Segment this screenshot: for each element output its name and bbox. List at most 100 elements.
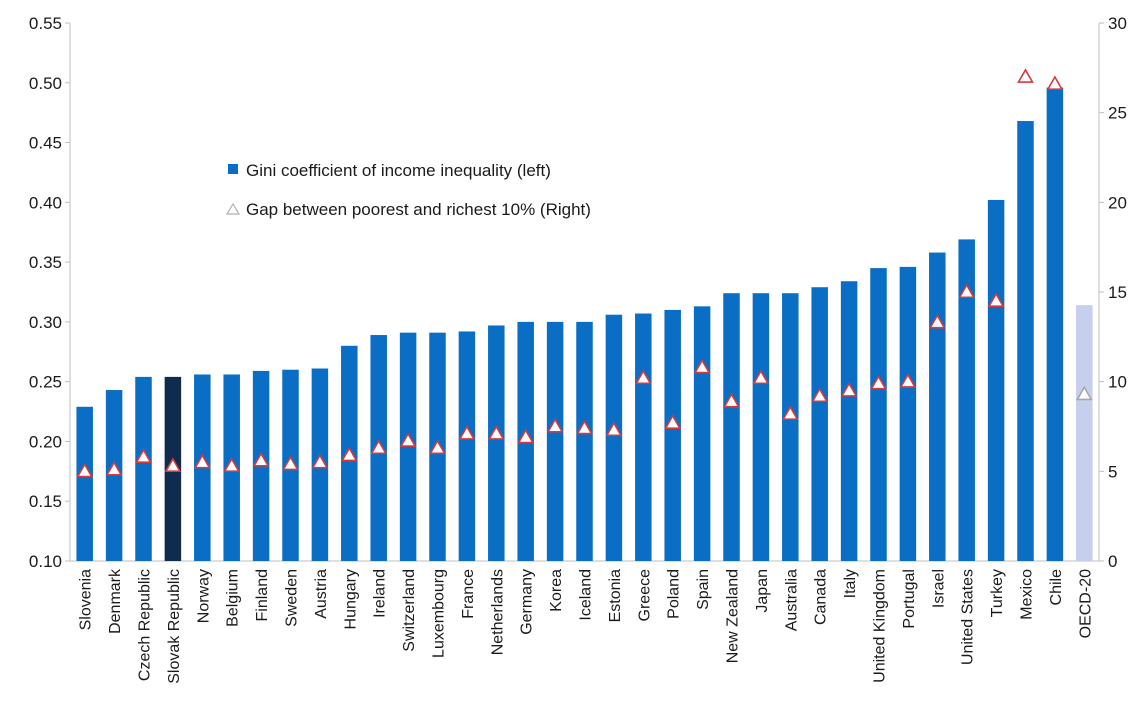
left-tick-label: 0.10 [29,552,62,571]
gini-bar [635,313,652,561]
left-tick-label: 0.45 [29,134,62,153]
category-label: Korea [548,569,565,612]
gap-marker [429,439,446,455]
category-label: Slovak Republic [166,569,183,684]
gap-marker [517,428,535,444]
category-label: Finland [254,569,271,621]
right-tick-label: 10 [1108,373,1127,392]
gap-marker [311,453,329,469]
left-tick-label: 0.55 [29,14,62,33]
gini-bar [135,376,152,561]
category-label: Netherlands [489,569,506,655]
category-label: United Kingdom [872,569,889,683]
gap-marker [164,457,182,473]
gini-bar [546,321,564,561]
gini-bar [1017,121,1034,561]
category-label: New Zealand [725,569,742,663]
category-label: Israel [930,569,947,608]
gini-bar [1076,305,1093,561]
gini-bar [840,281,858,561]
category-label: OECD-20 [1077,569,1094,638]
gap-marker [928,313,946,329]
gap-marker [899,373,917,388]
gap-marker [1046,75,1064,91]
category-label: Hungary [342,569,359,629]
gap-marker [693,358,711,374]
gap-marker [634,369,652,385]
gini-bar [811,287,828,561]
category-label: Portugal [901,569,918,629]
left-tick-label: 0.20 [29,432,62,451]
gap-marker [664,414,682,429]
category-label: Iceland [578,569,595,621]
legend-gap-label: Gap between poorest and richest 10% (Rig… [246,200,591,219]
category-label: Turkey [989,569,1006,617]
gini-bar [693,306,711,561]
category-label: Slovenia [78,569,95,630]
gini-bar [899,266,917,561]
gap-marker [458,425,476,440]
gap-marker [370,439,388,455]
right-tick-label: 0 [1108,552,1117,571]
gap-marker [752,369,770,385]
left-tick-label: 0.40 [29,193,62,212]
gini-bar [987,199,1005,562]
gap-marker [781,405,799,420]
left-tick-label: 0.30 [29,313,62,332]
gini-bar [782,293,799,561]
gini-bar [752,293,770,561]
gap-marker [987,292,1005,308]
category-label: Greece [636,569,653,622]
category-label: Chile [1048,569,1065,606]
right-tick-label: 5 [1108,462,1117,481]
category-label: Mexico [1019,569,1036,620]
gap-marker [546,417,564,433]
gap-marker [105,460,123,476]
category-label: Denmark [107,568,124,634]
category-label: Sweden [284,569,301,627]
category-label: United States [960,569,977,665]
gini-bar [576,321,593,561]
legend-gini-label: Gini coefficient of income inequality (l… [246,161,551,180]
category-label: Canada [813,569,830,625]
gap-marker [1075,385,1093,401]
gap-marker [252,451,270,467]
category-label: Poland [666,569,683,619]
right-tick-label: 15 [1108,283,1127,302]
gap-marker [870,374,887,390]
gap-marker [605,421,623,437]
right-tick-label: 20 [1108,193,1127,212]
category-label: Ireland [372,569,389,618]
category-label: Belgium [225,569,242,627]
category-label: Spain [695,569,712,610]
left-tick-label: 0.50 [29,74,62,93]
category-label: Switzerland [401,569,418,652]
gini-bar [458,331,476,561]
gap-marker [1017,68,1034,83]
category-label: Germany [519,569,536,635]
gap-marker [223,457,241,473]
gini-bar [958,239,975,561]
legend-triangle-icon [225,202,241,215]
left-tick-label: 0.35 [29,253,62,272]
legend-bar-swatch [228,164,238,174]
category-label: Norway [195,569,212,623]
gap-marker [76,462,94,478]
gap-marker [282,455,299,471]
gini-bar [76,406,93,561]
category-label: Italy [842,569,859,598]
right-tick-label: 25 [1108,104,1127,123]
left-tick-label: 0.15 [29,492,62,511]
gap-marker [399,432,417,447]
category-label: Japan [754,569,771,613]
gap-marker [576,419,593,435]
gap-marker [135,448,152,464]
category-label: Luxembourg [431,569,448,658]
right-tick-label: 30 [1108,14,1127,33]
gap-marker [723,392,740,408]
gap-marker [958,283,976,299]
gini-bar [664,309,681,561]
gap-marker [193,453,211,469]
